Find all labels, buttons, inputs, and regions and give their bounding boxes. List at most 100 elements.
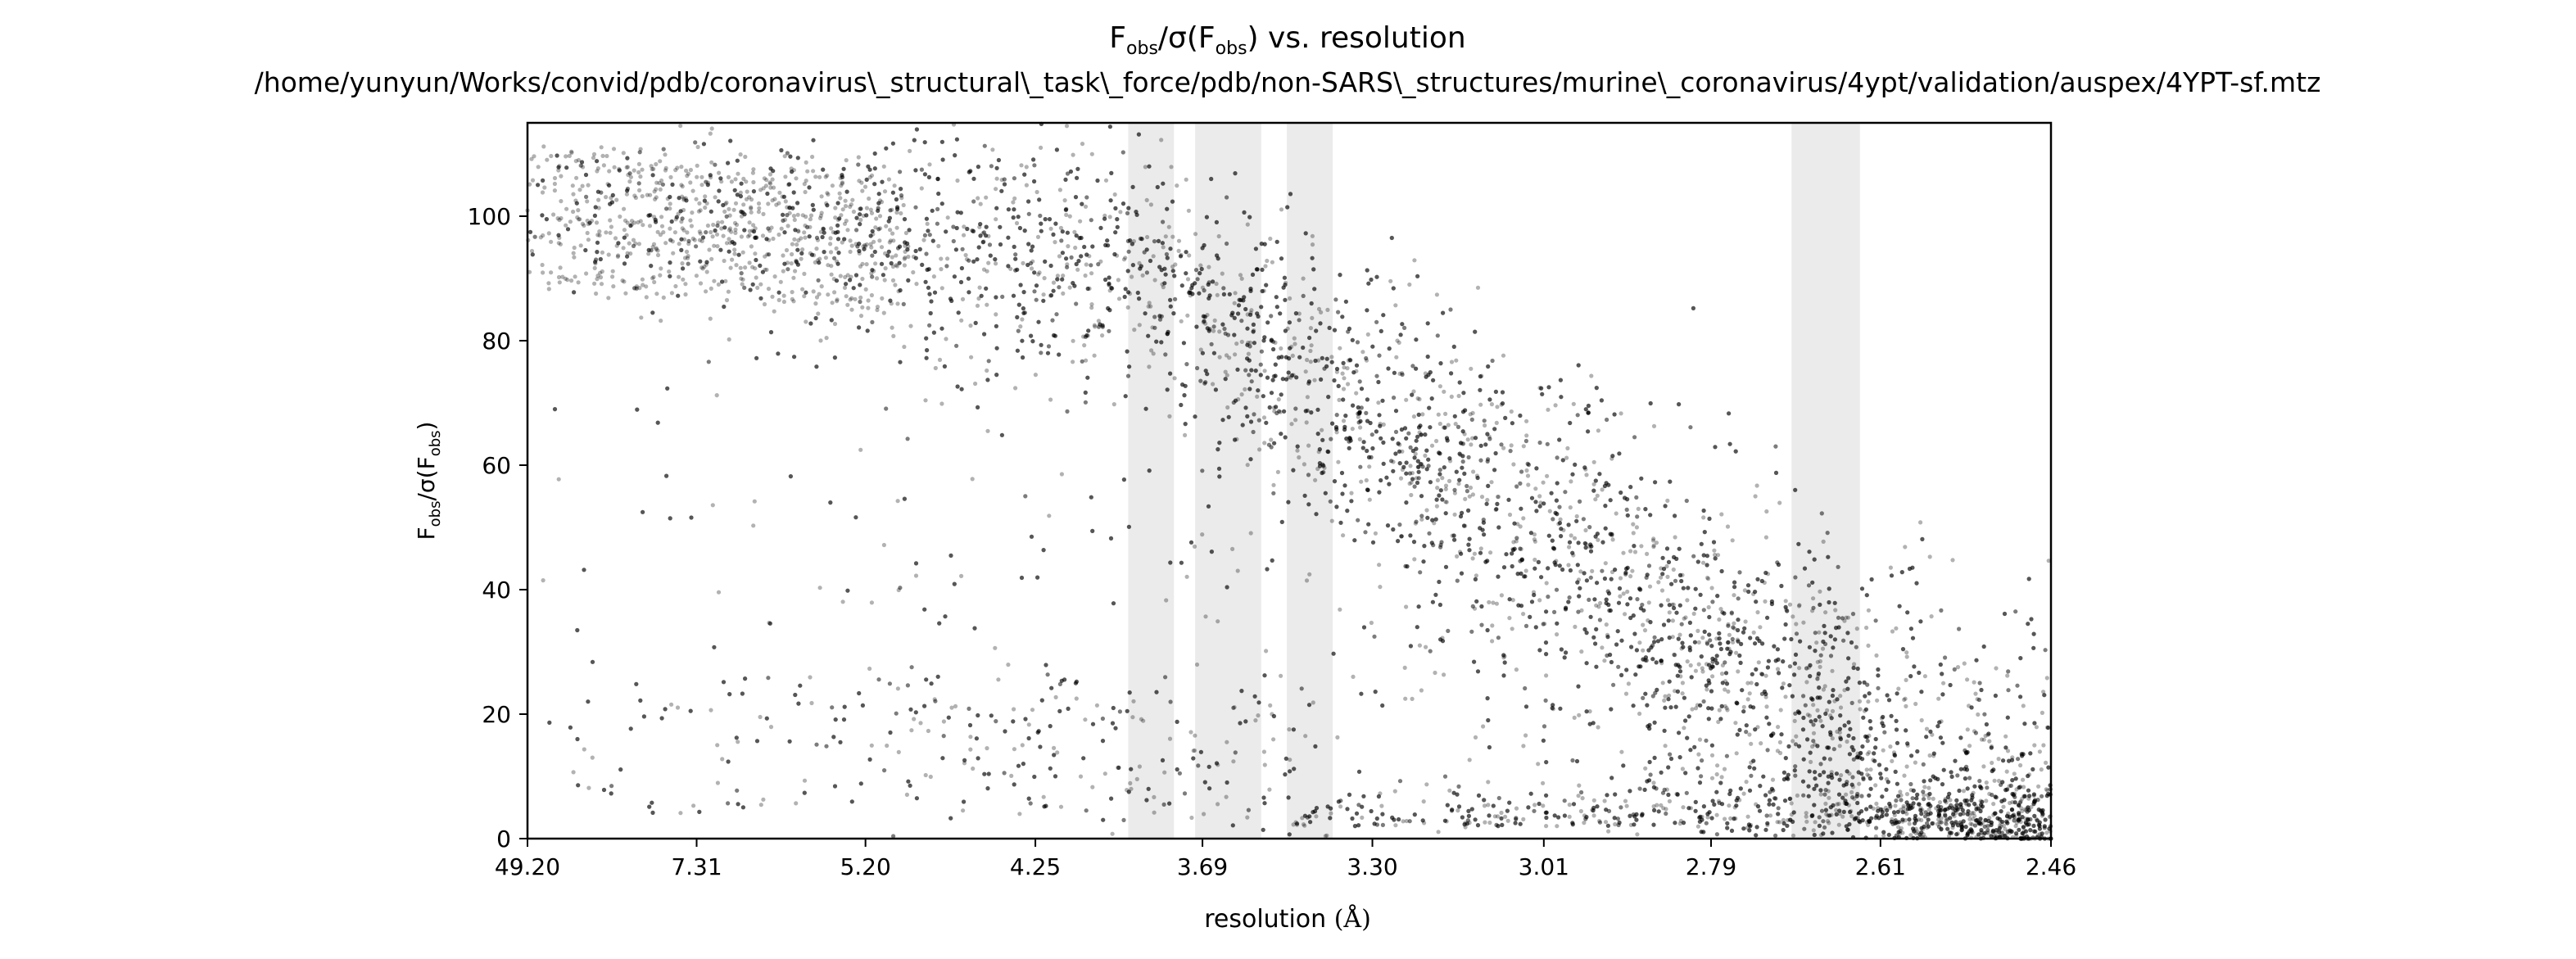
- scatter-point: [1358, 425, 1363, 430]
- scatter-point: [1898, 807, 1904, 812]
- scatter-point: [1203, 321, 1208, 326]
- scatter-point: [1664, 807, 1668, 812]
- scatter-point: [1981, 764, 1986, 769]
- scatter-point: [1859, 794, 1864, 799]
- scatter-point: [1880, 807, 1885, 812]
- scatter-point: [1172, 376, 1177, 381]
- scatter-point: [1904, 792, 1910, 797]
- scatter-point: [1866, 699, 1871, 704]
- scatter-point: [1644, 575, 1649, 580]
- scatter-point: [715, 780, 721, 785]
- scatter-point: [1239, 392, 1244, 397]
- scatter-point: [1083, 273, 1088, 278]
- scatter-point: [1825, 819, 1831, 824]
- scatter-point: [1797, 666, 1802, 671]
- scatter-point: [1651, 545, 1656, 550]
- scatter-point: [968, 735, 973, 740]
- scatter-point: [1369, 620, 1374, 626]
- scatter-point: [808, 675, 813, 680]
- scatter-point: [705, 223, 711, 228]
- scatter-point: [1458, 452, 1463, 458]
- scatter-point: [1618, 411, 1623, 416]
- scatter-point: [1680, 767, 1685, 771]
- scatter-point: [586, 699, 591, 704]
- scatter-point: [2003, 734, 2008, 739]
- scatter-point: [894, 253, 899, 258]
- scatter-point: [962, 224, 967, 229]
- scatter-point: [1690, 707, 1695, 712]
- scatter-point: [1742, 588, 1747, 593]
- scatter-point: [1478, 402, 1483, 407]
- scatter-point: [1997, 823, 2002, 828]
- scatter-point: [1582, 813, 1587, 818]
- scatter-point: [1311, 700, 1315, 705]
- scatter-point: [1937, 820, 1942, 825]
- scatter-point: [1701, 515, 1706, 520]
- scatter-point: [1582, 821, 1587, 826]
- scatter-point: [1268, 703, 1273, 708]
- scatter-point: [1973, 803, 1978, 808]
- scatter-point: [914, 282, 919, 287]
- scatter-point: [1083, 717, 1088, 722]
- scatter-point: [1544, 824, 1549, 829]
- scatter-point: [885, 743, 890, 749]
- scatter-point: [1948, 798, 1953, 803]
- scatter-point: [1621, 550, 1626, 555]
- scatter-point: [1400, 467, 1405, 473]
- scatter-point: [1830, 708, 1836, 714]
- scatter-point: [819, 194, 824, 199]
- scatter-point: [2000, 834, 2005, 839]
- scatter-point: [1710, 674, 1715, 679]
- scatter-point: [1125, 788, 1130, 793]
- scatter-point: [1818, 658, 1822, 664]
- scatter-point: [787, 206, 792, 210]
- scatter-point: [1664, 563, 1669, 569]
- scatter-point: [1567, 803, 1572, 807]
- scatter-point: [1029, 266, 1034, 271]
- scatter-point: [1864, 820, 1869, 825]
- scatter-point: [1934, 806, 1939, 811]
- scatter-point: [752, 499, 757, 504]
- scatter-point: [1367, 464, 1372, 469]
- scatter-point: [1283, 280, 1288, 285]
- scatter-point: [1503, 814, 1508, 819]
- scatter-point: [789, 166, 794, 171]
- scatter-point: [637, 286, 642, 291]
- scatter-point: [1080, 142, 1085, 147]
- scatter-point: [1288, 375, 1293, 380]
- ice-ring-band-4: [1791, 123, 1860, 839]
- scatter-point: [1089, 305, 1094, 310]
- scatter-point: [1613, 821, 1618, 827]
- scatter-point: [1215, 292, 1220, 297]
- scatter-point: [1673, 653, 1677, 658]
- scatter-point: [1474, 573, 1478, 578]
- ice-ring-band-1: [1128, 123, 1175, 839]
- scatter-point: [795, 212, 800, 217]
- scatter-point: [1919, 817, 1924, 823]
- scatter-point: [1954, 821, 1958, 826]
- scatter-point: [1397, 371, 1402, 376]
- scatter-point: [1905, 743, 1910, 748]
- scatter-point: [1247, 340, 1253, 345]
- scatter-point: [1488, 550, 1493, 555]
- scatter-point: [1033, 373, 1038, 378]
- scatter-point: [659, 224, 665, 228]
- scatter-point: [671, 251, 676, 256]
- scatter-point: [1659, 566, 1664, 571]
- scatter-point: [2021, 828, 2027, 833]
- scatter-point: [881, 164, 886, 169]
- scatter-point: [1650, 538, 1656, 543]
- scatter-point: [1411, 414, 1416, 419]
- scatter-point: [1057, 188, 1062, 192]
- scatter-point: [1651, 804, 1656, 809]
- scatter-point: [912, 717, 917, 722]
- scatter-point: [817, 256, 822, 261]
- scatter-point: [1137, 323, 1142, 328]
- scatter-point: [1659, 588, 1665, 593]
- scatter-point: [1316, 306, 1322, 311]
- scatter-point: [1359, 479, 1364, 484]
- scatter-point: [1993, 830, 1998, 835]
- scatter-point: [1965, 727, 1970, 732]
- scatter-point: [1151, 254, 1156, 259]
- scatter-point: [1490, 639, 1495, 644]
